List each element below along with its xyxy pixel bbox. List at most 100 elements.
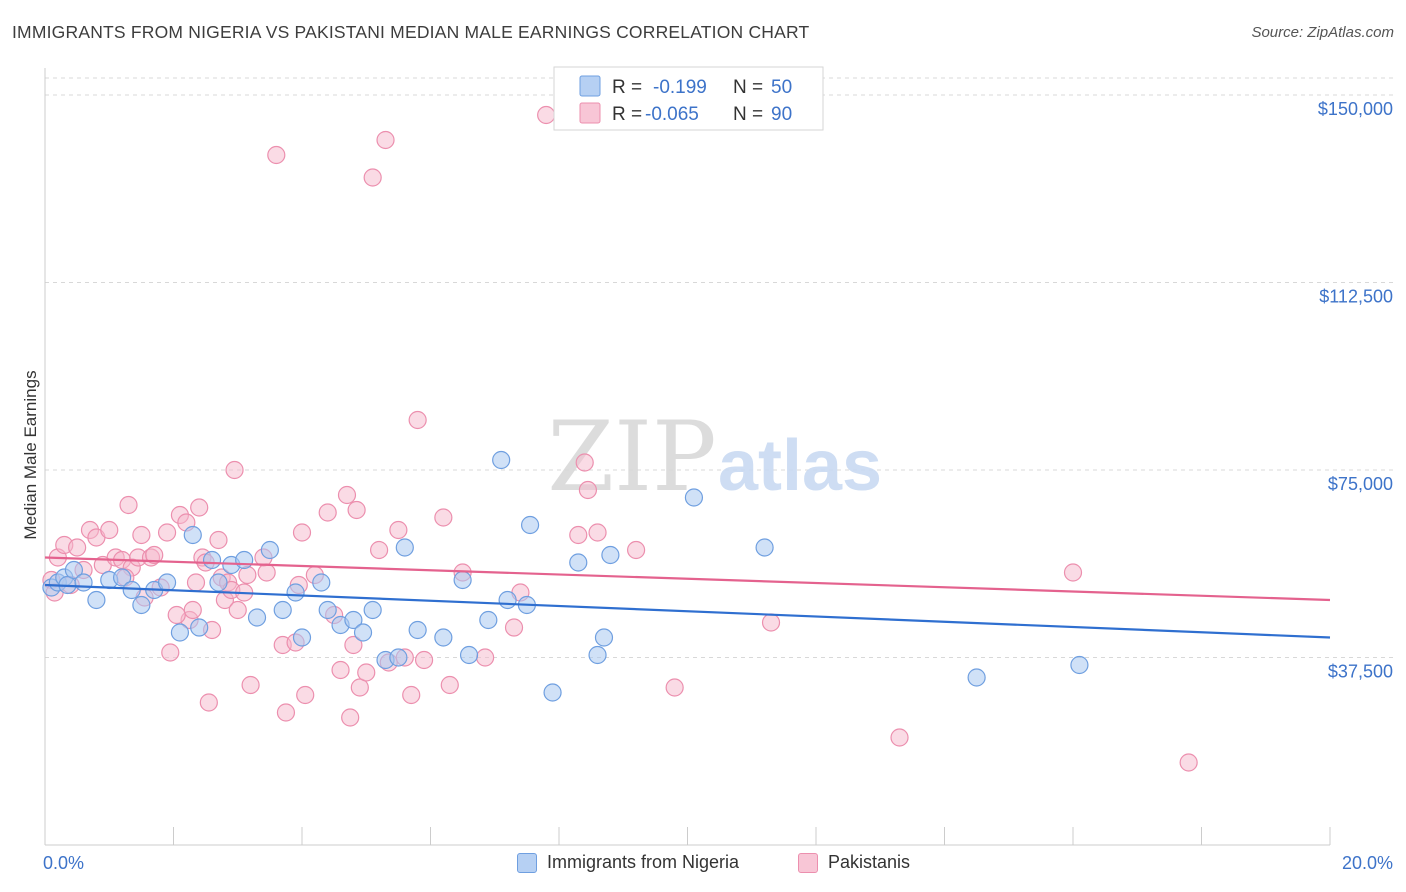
point-pakistanis: [476, 648, 495, 667]
point-pakistanis: [363, 168, 382, 187]
legend-n-label-2: N =: [733, 104, 763, 125]
point-pakistanis: [1063, 563, 1083, 582]
y-tick-label: $75,000: [1328, 474, 1393, 494]
point-nigeria: [408, 620, 427, 640]
point-pakistanis: [186, 573, 206, 592]
point-pakistanis: [225, 460, 244, 480]
bottom-legend-label-pakistanis: Pakistanis: [828, 852, 911, 872]
x-tick-label-max: 20.0%: [1342, 853, 1393, 873]
point-pakistanis: [100, 520, 119, 540]
point-pakistanis: [761, 613, 781, 632]
point-pakistanis: [626, 540, 646, 560]
point-pakistanis: [376, 130, 395, 150]
watermark-atlas: atlas: [718, 426, 882, 506]
point-pakistanis: [68, 538, 87, 557]
legend-n-value-1: 50: [771, 77, 792, 98]
point-pakistanis: [434, 508, 453, 527]
point-pakistanis: [440, 675, 459, 695]
point-pakistanis: [350, 678, 369, 697]
point-pakistanis: [341, 708, 360, 727]
point-pakistanis: [199, 693, 218, 712]
bottom-legend-item-pakistanis[interactable]: Pakistanis: [798, 852, 910, 873]
point-pakistanis: [318, 503, 337, 522]
point-nigeria: [434, 628, 453, 647]
trend-line-pakistanis: [44, 556, 1331, 602]
point-pakistanis: [331, 660, 350, 680]
point-pakistanis: [569, 525, 588, 545]
point-pakistanis: [257, 563, 276, 582]
point-pakistanis: [357, 663, 376, 682]
point-pakistanis: [575, 453, 594, 472]
point-nigeria: [684, 488, 704, 507]
point-pakistanis: [119, 495, 138, 515]
point-pakistanis: [408, 410, 427, 430]
point-nigeria: [569, 553, 588, 572]
point-nigeria: [260, 540, 279, 560]
point-nigeria: [170, 623, 190, 642]
point-nigeria: [132, 595, 151, 615]
point-nigeria: [286, 583, 305, 602]
point-pakistanis: [145, 545, 164, 565]
point-pakistanis: [296, 685, 315, 705]
trend-line-nigeria: [44, 583, 1331, 639]
legend-n-value-2: 90: [771, 104, 792, 125]
point-pakistanis: [241, 675, 260, 695]
legend-n-label-1: N =: [733, 77, 763, 98]
point-nigeria: [273, 600, 292, 620]
bottom-legend-item-nigeria[interactable]: Immigrants from Nigeria: [517, 852, 739, 873]
point-nigeria: [755, 538, 774, 557]
point-pakistanis: [890, 728, 909, 747]
point-pakistanis: [402, 685, 421, 705]
pakistanis-swatch: [798, 852, 818, 873]
legend-r-label-2: R =: [612, 104, 642, 125]
point-nigeria: [520, 515, 540, 535]
point-nigeria: [209, 573, 228, 592]
y-tick-label: $150,000: [1318, 99, 1393, 119]
point-nigeria: [74, 573, 93, 592]
point-nigeria: [967, 668, 986, 687]
point-pakistanis: [337, 485, 357, 505]
point-pakistanis: [537, 105, 556, 125]
point-pakistanis: [389, 520, 408, 540]
point-pakistanis: [292, 523, 312, 542]
point-pakistanis: [504, 618, 524, 637]
point-pakistanis: [190, 498, 209, 517]
point-nigeria: [312, 573, 331, 592]
point-nigeria: [247, 608, 267, 627]
point-pakistanis: [588, 523, 607, 542]
legend-swatch-pakistanis: [579, 102, 601, 124]
point-pakistanis: [228, 600, 247, 620]
point-pakistanis: [1179, 753, 1198, 772]
point-pakistanis: [665, 678, 684, 697]
point-nigeria: [1070, 655, 1089, 675]
bottom-legend: Immigrants from Nigeria Pakistanis: [0, 852, 1406, 878]
chart-title: IMMIGRANTS FROM NIGERIA VS PAKISTANI MED…: [12, 22, 810, 42]
legend-r-value-1: -0.199: [653, 77, 707, 98]
axes: $37,500 $75,000 $112,500 $150,000 0.0% 20.0%: [43, 68, 1393, 873]
point-nigeria: [292, 628, 312, 647]
nigeria-swatch: [517, 852, 537, 873]
point-pakistanis: [267, 145, 286, 165]
point-pakistanis: [414, 650, 434, 670]
point-nigeria: [479, 610, 498, 630]
point-pakistanis: [347, 500, 366, 520]
point-nigeria: [112, 568, 132, 587]
point-pakistanis: [161, 643, 180, 662]
point-nigeria: [353, 623, 373, 642]
watermark: ZIP atlas: [547, 401, 882, 513]
point-nigeria: [363, 600, 382, 620]
point-pakistanis: [344, 635, 363, 655]
point-pakistanis: [132, 525, 151, 545]
point-nigeria: [122, 580, 141, 600]
legend: R = -0.199 N = 50 R = -0.065 N = 90: [553, 66, 824, 131]
y-tick-label: $37,500: [1328, 662, 1393, 682]
point-nigeria: [87, 590, 106, 610]
point-pakistanis: [370, 540, 389, 560]
point-pakistanis: [276, 703, 296, 722]
point-nigeria: [459, 645, 479, 665]
point-nigeria: [64, 560, 84, 580]
point-pakistanis: [238, 565, 257, 585]
bottom-legend-label-nigeria: Immigrants from Nigeria: [547, 852, 740, 872]
point-nigeria: [498, 590, 517, 610]
